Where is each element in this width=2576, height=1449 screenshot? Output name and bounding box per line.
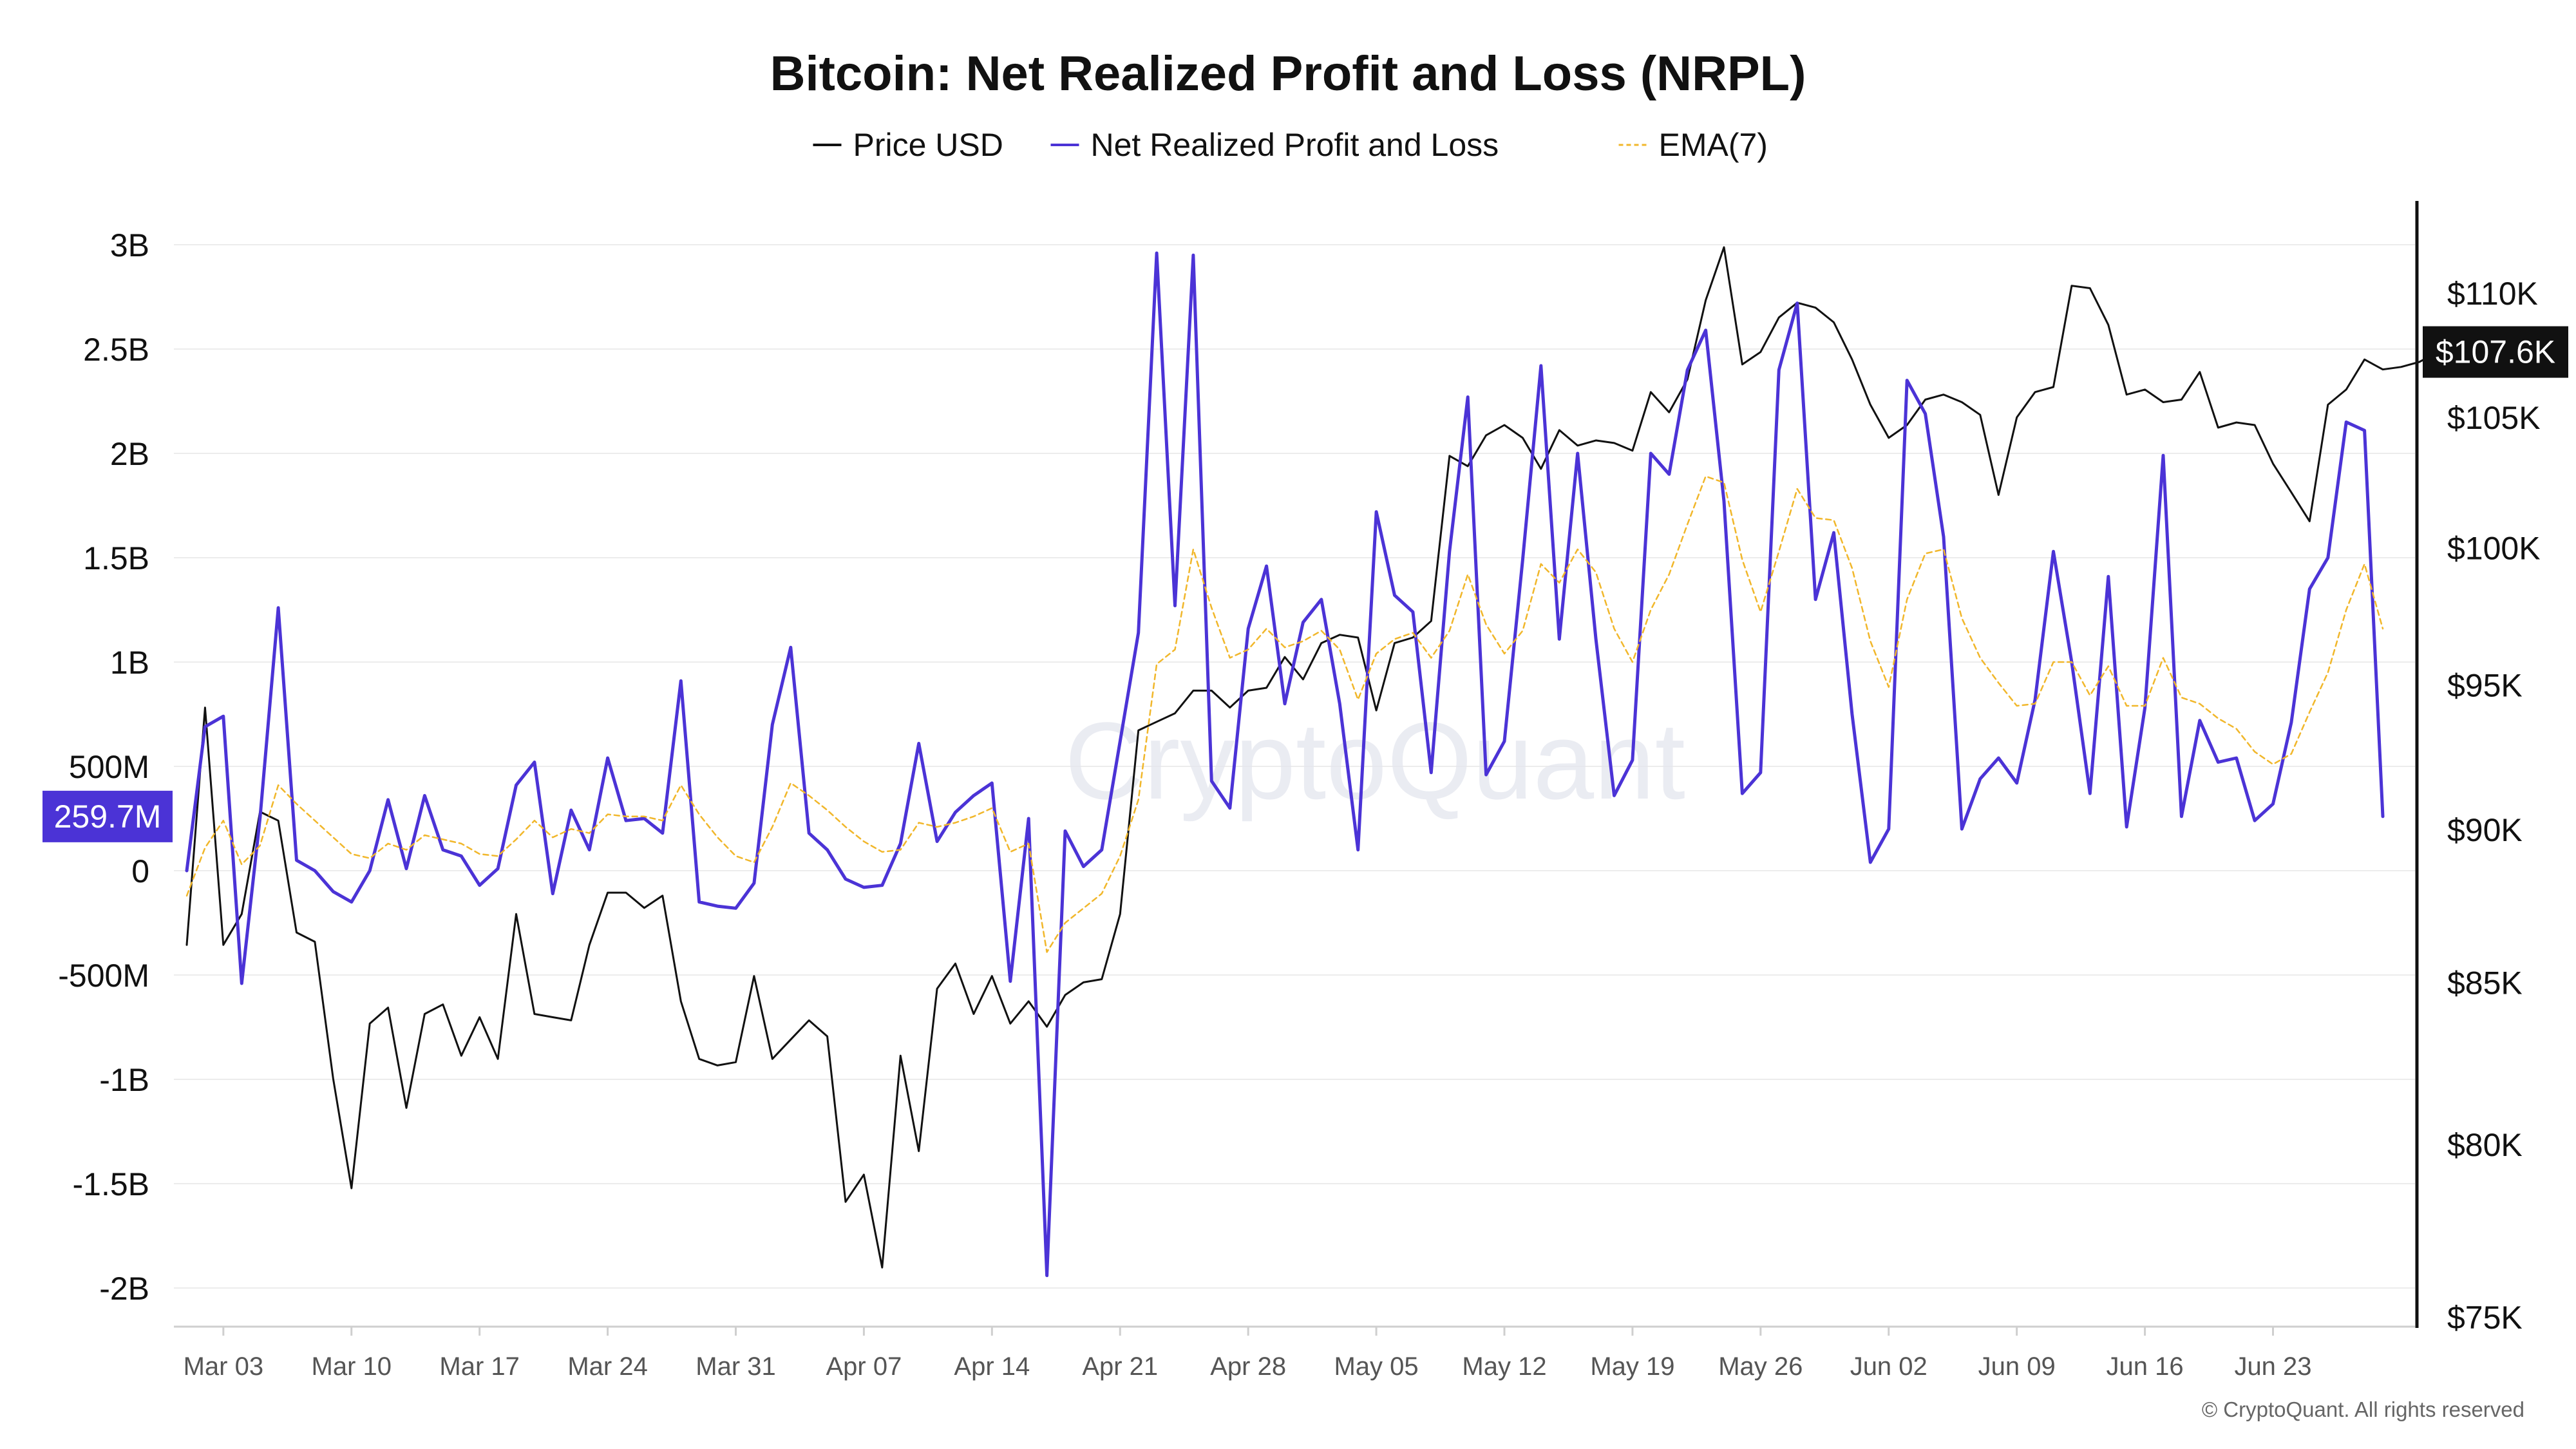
series-line-ema-7 (185, 475, 2384, 953)
series-layer (185, 246, 2439, 1278)
y-right-tick-label: $80K (2447, 1127, 2523, 1163)
legend-item[interactable]: Price USD (813, 127, 1003, 163)
last-value-badges: 259.7M $107.6K (43, 326, 2568, 842)
x-tick-label: Jun 23 (2234, 1352, 2311, 1381)
x-tick-label: May 19 (1590, 1352, 1674, 1381)
y-left-tick-label: -1.5B (72, 1166, 149, 1202)
x-tick-label: Mar 17 (439, 1352, 520, 1381)
x-tick-label: Apr 28 (1210, 1352, 1286, 1381)
badge-background (43, 790, 173, 842)
series-line-net-realized-profit-and-loss (185, 251, 2385, 1278)
y-left-tick-label: 2.5B (83, 332, 149, 368)
y-left-tick-label: -500M (58, 958, 149, 994)
y-left-tick-label: 2B (110, 436, 149, 472)
watermark: CryptoQuant (1065, 700, 1685, 822)
grid-lines (174, 244, 2415, 1289)
y-left-tick-label: 0 (131, 853, 149, 889)
y-left-tick-label: -1B (99, 1062, 149, 1098)
legend-label: Price USD (853, 127, 1003, 163)
badge-label: 259.7M (54, 799, 162, 835)
legend-item[interactable]: Net Realized Profit and Loss (1050, 127, 1499, 163)
left-last-value-badge: 259.7M (43, 790, 173, 842)
x-tick-label: Jun 02 (1850, 1352, 1927, 1381)
y-left-tick-label: 1B (110, 645, 149, 681)
x-tick-label: Mar 10 (312, 1352, 392, 1381)
x-tick-label: May 26 (1718, 1352, 1803, 1381)
y-right-tick-label: $100K (2447, 531, 2541, 567)
legend-label: EMA(7) (1659, 127, 1768, 163)
x-tick-label: Mar 31 (696, 1352, 776, 1381)
y-right-tick-label: $105K (2447, 400, 2541, 436)
y-right-tick-label: $90K (2447, 812, 2523, 848)
y-right-tick-label: $110K (2447, 276, 2538, 312)
left-axis-ticks: 3B 2.5B 2B 1.5B 1B 500M 0 -500M -1B -1.5B -2B (58, 227, 149, 1307)
y-left-tick-label: 500M (69, 749, 149, 785)
x-tick-label: May 12 (1462, 1352, 1546, 1381)
chart-title: Bitcoin: Net Realized Profit and Loss (N… (770, 46, 1806, 101)
series-line-price-usd (185, 246, 2439, 1269)
x-tick-label: Apr 14 (954, 1352, 1030, 1381)
right-last-value-badge: $107.6K (2423, 326, 2568, 378)
x-tick-label: Mar 24 (567, 1352, 648, 1381)
x-tick-label: Apr 21 (1082, 1352, 1158, 1381)
y-right-tick-label: $95K (2447, 668, 2523, 704)
y-right-tick-label: $85K (2447, 965, 2523, 1001)
x-tick-label: Jun 16 (2107, 1352, 2184, 1381)
legend: Price USD Net Realized Profit and Loss EMA… (813, 127, 1768, 163)
x-axis-ticks: Mar 03 Mar 10 Mar 17 Mar 24 Mar 31 Apr 07 Apr … (184, 1327, 2312, 1381)
x-tick-label: May 05 (1334, 1352, 1418, 1381)
copyright-text: © CryptoQuant. All rights reserved (2202, 1397, 2524, 1421)
badge-background (2423, 326, 2568, 378)
legend-label: Net Realized Profit and Loss (1091, 127, 1499, 163)
badge-label: $107.6K (2436, 334, 2555, 370)
y-right-tick-label: $75K (2447, 1300, 2523, 1336)
x-tick-label: Apr 07 (826, 1352, 902, 1381)
legend-item[interactable]: EMA(7) (1618, 127, 1768, 163)
y-left-tick-label: 3B (110, 227, 149, 263)
x-tick-label: Mar 03 (184, 1352, 264, 1381)
y-left-tick-label: 1.5B (83, 540, 149, 576)
right-axis-ticks: $110K $105K $100K $95K $90K $85K $80K $75K (2447, 276, 2541, 1336)
y-left-tick-label: -2B (99, 1271, 149, 1307)
x-tick-label: Jun 09 (1978, 1352, 2056, 1381)
